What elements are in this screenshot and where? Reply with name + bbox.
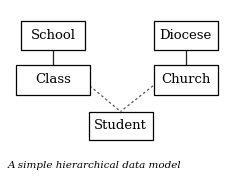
FancyBboxPatch shape <box>21 21 85 50</box>
Text: Student: Student <box>94 119 147 132</box>
FancyBboxPatch shape <box>16 65 90 95</box>
Text: Church: Church <box>161 73 210 86</box>
FancyBboxPatch shape <box>154 21 218 50</box>
Text: A simple hierarchical data model: A simple hierarchical data model <box>7 161 181 170</box>
FancyBboxPatch shape <box>154 65 218 95</box>
FancyBboxPatch shape <box>89 112 153 140</box>
Text: School: School <box>31 29 75 42</box>
Text: Diocese: Diocese <box>160 29 212 42</box>
Text: Class: Class <box>35 73 71 86</box>
